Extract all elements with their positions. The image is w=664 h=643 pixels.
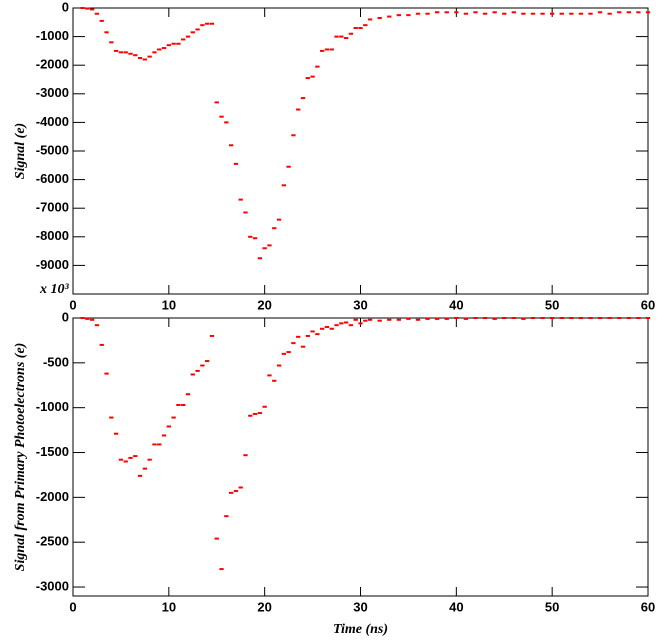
x-tick-label: 50 (545, 599, 559, 614)
y-tick-label: -5000 (36, 142, 69, 157)
y-tick-label: -7000 (36, 200, 69, 215)
y-tick-label: -1500 (36, 444, 69, 459)
x-tick-label: 40 (449, 297, 463, 312)
y-tick-label: -4000 (36, 114, 69, 129)
x-tick-label: 30 (353, 599, 367, 614)
y-tick-label: -6000 (36, 171, 69, 186)
y-tick-label: -8000 (36, 228, 69, 243)
x-tick-label: 60 (641, 599, 655, 614)
x-axis-title: Time (ns) (333, 622, 388, 637)
y-axis-title: Signal (e) (13, 123, 28, 179)
x-tick-label: 50 (545, 297, 559, 312)
y-tick-label: -9000 (36, 257, 69, 272)
y-tick-label: -2000 (36, 489, 69, 504)
x-tick-label: 20 (257, 599, 271, 614)
x-tick-label: 20 (257, 297, 271, 312)
x-tick-label: 10 (162, 297, 176, 312)
y-tick-label: -3000 (36, 85, 69, 100)
x-tick-label: 30 (353, 297, 367, 312)
x-tick-label: 40 (449, 599, 463, 614)
y-tick-label: -500 (43, 354, 69, 369)
x-tick-label: 0 (69, 599, 76, 614)
y-tick-label: -1000 (36, 399, 69, 414)
y-tick-label: -2000 (36, 57, 69, 72)
y-tick-label: 0 (62, 309, 69, 324)
y-tick-label: -1000 (36, 28, 69, 43)
x-tick-label: 60 (641, 297, 655, 312)
y-axis-title: Signal from Primary Photoelectrons (e) (13, 343, 28, 572)
y-tick-label: -3000 (36, 578, 69, 593)
y-tick-label: -2500 (36, 534, 69, 549)
axis-multiplier: x 10³ (39, 282, 70, 297)
x-tick-label: 0 (69, 297, 76, 312)
x-tick-label: 10 (162, 599, 176, 614)
y-tick-label: 0 (62, 0, 69, 14)
